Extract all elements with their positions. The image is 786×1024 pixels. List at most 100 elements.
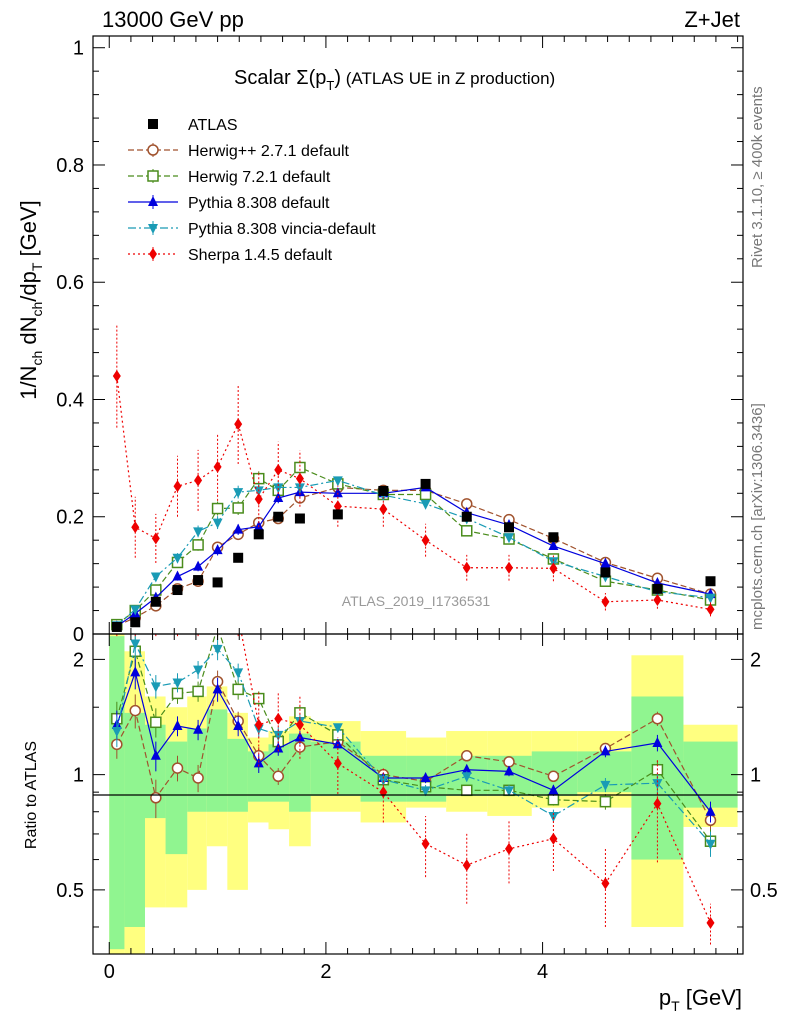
title-main: Scalar	[234, 67, 296, 89]
atlas-point-0	[111, 621, 122, 632]
series-3-ratio-point-14	[504, 786, 514, 797]
band-green-3	[165, 741, 188, 855]
ratio-tick-label-right-2: 2	[750, 649, 761, 671]
series-4-point-10	[333, 500, 342, 513]
band-green-0	[109, 636, 125, 950]
series-1-ratio-point-4	[192, 685, 204, 698]
series-4-point-8	[274, 463, 283, 476]
series-2-ratio-point-14	[504, 765, 514, 776]
series-3-point-4	[193, 527, 204, 538]
atlas-point-3	[172, 585, 183, 596]
analysis-watermark: ATLAS_2019_I1736531	[342, 593, 491, 609]
series-1-ratio-point-6	[232, 683, 244, 696]
series-4-ratio-point-9	[295, 718, 304, 731]
series-3-point-3	[172, 553, 183, 564]
atlas-point-4	[193, 575, 204, 586]
series-4-point-12	[421, 534, 430, 547]
legend-marker-5	[149, 248, 157, 260]
ylabel-part-2: ch	[29, 351, 45, 366]
xlabel-part-3: [GeV]	[680, 985, 742, 1010]
x-tick-label-2: 4	[537, 961, 548, 983]
legend-label-2: Herwig 7.2.1 default	[188, 169, 331, 186]
title-close: )	[334, 67, 341, 89]
rivet-version-label: Rivet 3.1.10, ≥ 400k events	[749, 86, 766, 268]
series-2-point-16	[600, 557, 611, 568]
series-4-ratio-point-3	[174, 610, 182, 622]
series-2-point-5	[212, 544, 223, 555]
atlas-point-17	[652, 583, 663, 594]
legend: ATLAS Herwig++ 2.7.1 default Herwig 7.2.1 …	[128, 117, 376, 264]
series-4-point-3	[173, 480, 182, 493]
series-4-point-0	[112, 370, 121, 383]
series-3-point-9	[294, 483, 305, 494]
xlabel-part-1: p	[659, 985, 671, 1010]
series-4-ratio-point-16	[601, 877, 610, 890]
series-3-ratio-point-13	[461, 772, 472, 783]
series-1-ratio-point-16	[599, 795, 612, 808]
series-2-ratio-point-2	[150, 749, 161, 760]
y-tick-label-2: 0.4	[56, 389, 84, 411]
atlas-point-12	[420, 478, 431, 489]
ylabel-part-5: /dp	[16, 271, 41, 302]
series-4-point-17	[653, 593, 662, 606]
y-tick-label-1: 0.2	[56, 507, 84, 529]
series-3-ratio-point-5	[212, 644, 223, 655]
ratio-plot-frame	[92, 633, 744, 955]
legend-marker-2	[147, 170, 159, 182]
series-3-point-2	[150, 572, 161, 583]
x-tick-label-0: 0	[104, 961, 115, 983]
series-3-ratio-point-1	[130, 639, 141, 650]
atlas-point-7	[253, 529, 264, 540]
ratio-tick-label-1: 1	[73, 765, 84, 787]
atlas-point-5	[212, 577, 223, 588]
series-4-ratio-point-14	[505, 842, 513, 855]
legend-marker-0	[148, 119, 158, 129]
series-1-point-5	[211, 502, 224, 515]
series-1-point-6	[232, 502, 244, 514]
atlas-point-8	[273, 511, 284, 522]
series-4-point-9	[295, 472, 304, 485]
series-1-point-4	[192, 539, 204, 551]
band-green-6	[227, 738, 248, 812]
series-3-ratio-point-2	[150, 682, 161, 693]
series-1-ratio-point-2	[150, 716, 162, 729]
series-4-point-14	[505, 561, 513, 574]
atlas-point-13	[461, 511, 472, 522]
series-4-ratio-point-18	[706, 916, 715, 929]
series-4-point-11	[379, 503, 388, 516]
ylabel-part-1: 1/N	[16, 366, 41, 400]
series-1-ratio-point-13	[461, 784, 473, 797]
band-green-2	[145, 724, 166, 819]
ratio-tick-label-right-1: 1	[750, 765, 761, 787]
series-3-point-5	[212, 518, 223, 529]
band-green-7	[247, 751, 269, 802]
legend-label-0: ATLAS	[188, 117, 238, 134]
series-3-ratio-point-12	[420, 786, 431, 797]
series-4-point-2	[151, 532, 160, 545]
series-4-ratio-point-10	[333, 757, 342, 770]
legend-label-4: Pythia 8.308 vincia-default	[188, 221, 376, 238]
series-2-ratio-point-16	[600, 745, 611, 756]
header-process-label: Z+Jet	[684, 7, 740, 32]
xlabel-part-2: T	[671, 998, 680, 1014]
y-tick-label-4: 0.8	[56, 155, 84, 177]
ratio-plot-series	[111, 610, 717, 945]
series-0-ratio-point-14	[503, 756, 515, 768]
header-energy-label: 13000 GeV pp	[102, 7, 244, 32]
ylabel-part-7: [GeV]	[16, 200, 41, 262]
series-4-point-16	[601, 595, 610, 608]
legend-label-1: Herwig++ 2.7.1 default	[188, 143, 350, 160]
series-3-ratio-point-10	[332, 723, 343, 734]
series-2-ratio-point-13	[461, 763, 472, 774]
title-rest: (ATLAS UE in Z production)	[341, 69, 555, 88]
series-4-ratio-point-8	[274, 712, 283, 725]
series-1-ratio-point-15	[547, 793, 560, 806]
x-tick-label-1: 2	[320, 961, 331, 983]
series-0-ratio-point-13	[461, 750, 473, 762]
series-2-ratio-point-5	[212, 683, 223, 694]
series-3-point-18	[705, 593, 716, 604]
ylabel-part-4: ch	[29, 302, 45, 317]
band-green-18	[683, 741, 738, 808]
series-2-ratio-point-4	[193, 723, 204, 734]
series-3-point-7	[253, 486, 264, 497]
